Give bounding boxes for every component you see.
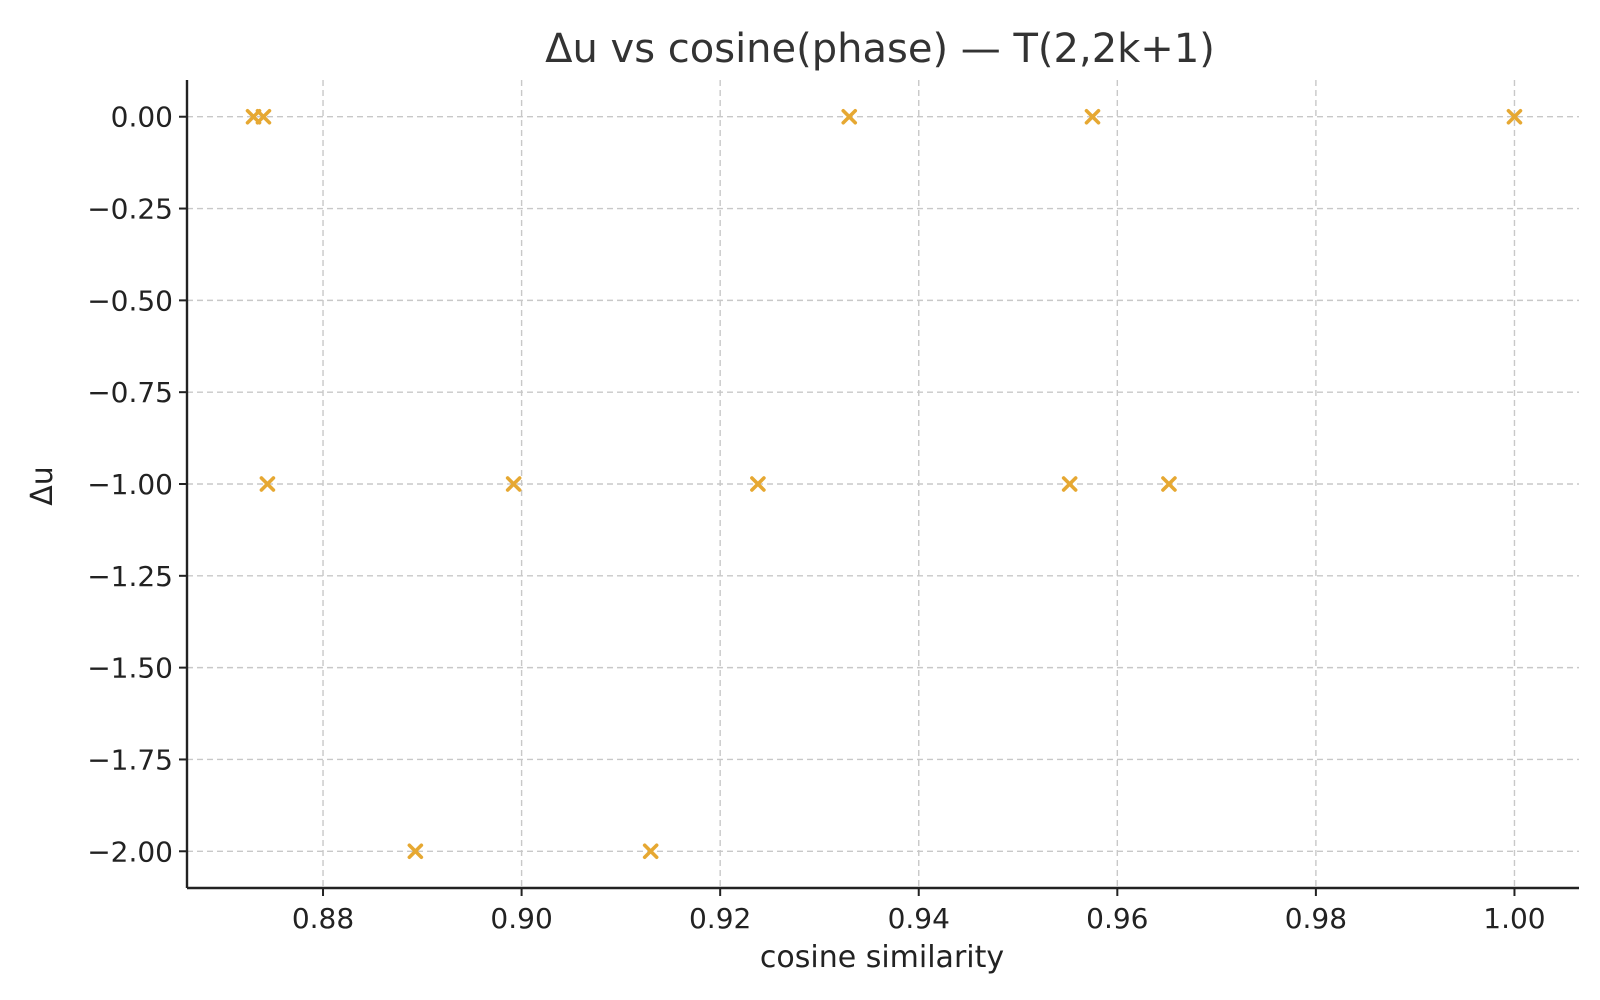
scatter-point-stroke <box>259 476 276 492</box>
grid-layer <box>187 80 1579 888</box>
scatter-point-stroke <box>750 476 766 492</box>
scatter-point <box>1161 476 1177 492</box>
y-tick-label: −1.75 <box>87 743 173 776</box>
scatter-point-stroke <box>1084 108 1101 125</box>
y-tick-label: −0.50 <box>87 284 173 317</box>
scatter-point <box>255 108 272 125</box>
x-axis-label: cosine similarity <box>760 940 1004 975</box>
scatter-point-stroke <box>255 108 272 125</box>
x-tick-label: 0.88 <box>292 902 354 935</box>
scatter-point <box>1061 476 1078 492</box>
scatter-point-stroke <box>642 843 659 860</box>
scatter-point-stroke <box>505 476 522 492</box>
scatter-point-stroke <box>841 108 858 125</box>
scatter-point-stroke <box>1506 108 1523 125</box>
scatter-point <box>1506 108 1523 125</box>
x-tick-label: 0.92 <box>689 902 751 935</box>
scatter-point <box>505 476 522 492</box>
scatter-point <box>642 843 659 860</box>
scatter-point <box>841 108 858 125</box>
x-tick-label: 0.98 <box>1285 902 1347 935</box>
y-tick-label: −1.50 <box>87 652 173 685</box>
point-layer <box>245 108 1523 860</box>
x-tick-label: 0.90 <box>490 902 552 935</box>
y-tick-label: −1.00 <box>87 468 173 501</box>
scatter-point <box>750 476 766 492</box>
scatter-point <box>407 843 424 860</box>
x-tick-label: 1.00 <box>1483 902 1545 935</box>
scatter-point <box>1084 108 1101 125</box>
x-tick-label: 0.96 <box>1086 902 1148 935</box>
y-tick-label: 0.00 <box>111 101 173 134</box>
scatter-point <box>259 476 276 492</box>
scatter-point-stroke <box>1161 476 1177 492</box>
scatter-point-stroke <box>1061 476 1078 492</box>
y-tick-label: −2.00 <box>87 835 173 868</box>
y-tick-label: −0.75 <box>87 376 173 409</box>
x-tick-label: 0.94 <box>888 902 950 935</box>
tick-layer: 0.88 0.90 0.92 0.94 0.96 0.98 1.00 0.00 −0.25 −0.… <box>87 101 1545 935</box>
chart-title: Δu vs cosine(phase) — T(2,2k+1) <box>545 26 1215 72</box>
y-tick-label: −0.25 <box>87 193 173 226</box>
y-tick-label: −1.25 <box>87 560 173 593</box>
y-axis-label: Δu <box>25 466 60 506</box>
scatter-point-stroke <box>407 843 424 860</box>
